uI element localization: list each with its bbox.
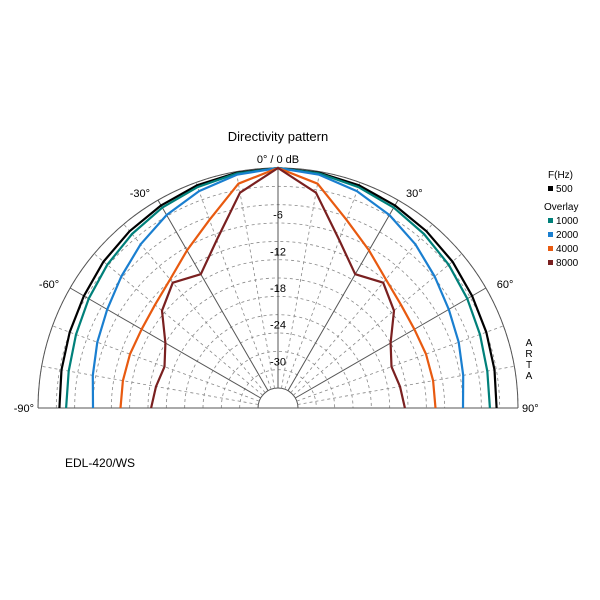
grid-spoke: [52, 325, 260, 402]
radial-tick-label: -18: [270, 283, 286, 295]
angle-tick-label: 60°: [497, 279, 514, 291]
grid-spoke: [93, 253, 263, 396]
polar-grid: [37, 167, 519, 409]
top-label: 0° / 0 dB: [257, 154, 299, 166]
legend-label-4000: 4000: [556, 244, 579, 255]
chart-title: Directivity pattern: [228, 129, 328, 144]
grid-ring: [110, 241, 446, 409]
legend-swatch-8000: [548, 260, 553, 265]
legend-swatch-2000: [548, 232, 553, 237]
watermark-letter: T: [525, 360, 533, 371]
grid-spoke: [235, 171, 275, 389]
radial-tick-label: -24: [270, 320, 286, 332]
inner-ring: [257, 387, 299, 409]
radial-tick-label: -30: [270, 356, 286, 368]
grid-ring: [202, 332, 354, 409]
legend-label-500: 500: [556, 184, 573, 195]
angle-tick-label: -30°: [130, 188, 150, 200]
grid-spoke: [41, 365, 259, 405]
watermark-letter: A: [525, 371, 533, 382]
model-label: EDL-420/WS: [65, 456, 136, 470]
radial-tick-label: -6: [273, 210, 283, 222]
grid-spoke: [293, 253, 463, 396]
legend-label-8000: 8000: [556, 258, 579, 269]
watermark-letter: A: [525, 338, 533, 349]
angle-tick-label: -60°: [39, 279, 59, 291]
grid-spoke: [195, 182, 272, 390]
axis-labels: -6 -12 -18 -24 -30 -90° -60° -30° 30° 60° 90°: [14, 188, 539, 415]
grid-spoke: [287, 199, 399, 391]
watermark-letter: R: [525, 349, 533, 360]
legend: F(Hz) 500 Overlay 1000 2000 4000 8000: [544, 170, 579, 269]
polar-series: [58, 166, 498, 409]
legend-swatch-1000: [548, 218, 553, 223]
legend-label-2000: 2000: [556, 230, 579, 241]
angle-tick-label: -90°: [14, 403, 34, 415]
legend-overlay-header: Overlay: [544, 202, 578, 213]
grid-spoke: [123, 223, 266, 393]
legend-label-1000: 1000: [556, 216, 579, 227]
grid-spoke: [157, 199, 269, 391]
legend-swatch-4000: [548, 246, 553, 251]
grid-spoke: [284, 182, 361, 390]
radial-tick-label: -12: [270, 246, 286, 258]
grid-spoke: [290, 223, 433, 393]
grid-spoke: [281, 171, 321, 389]
legend-swatch-500: [548, 186, 553, 191]
series-line-8000: [150, 166, 406, 409]
angle-tick-label: 90°: [522, 403, 539, 415]
legend-header: F(Hz): [548, 170, 573, 181]
grid-ring: [220, 351, 336, 409]
angle-tick-label: 30°: [406, 188, 423, 200]
grid-spoke: [297, 365, 515, 405]
grid-spoke: [296, 325, 504, 402]
